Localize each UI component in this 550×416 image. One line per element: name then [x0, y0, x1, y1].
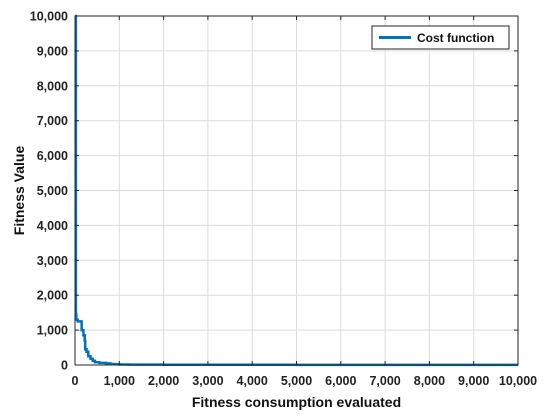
y-tick-labels: 0 1,000 2,000 3,000 4,000 5,000 6,000 7,000 8,00…: [30, 10, 68, 373]
y-tick-label: 10,000: [30, 10, 68, 24]
grid: [75, 16, 518, 365]
ticks: [74, 15, 519, 366]
x-tick-label: 2,000: [148, 374, 179, 388]
x-axis-title: Fitness consumption evaluated: [192, 394, 401, 410]
legend: Cost function: [371, 25, 510, 50]
y-tick-label: 4,000: [37, 219, 68, 233]
x-tick-label: 3,000: [192, 374, 223, 388]
x-tick-labels: 0 1,000 2,000 3,000 4,000 5,000 6,000 7,000 8,00…: [72, 374, 538, 388]
x-tick-label: 6,000: [325, 374, 356, 388]
legend-label: Cost function: [417, 31, 494, 45]
y-tick-label: 6,000: [37, 149, 68, 163]
x-tick-label: 4,000: [237, 374, 268, 388]
y-tick-label: 0: [61, 359, 68, 373]
y-tick-label: 8,000: [37, 79, 68, 93]
y-tick-label: 9,000: [37, 44, 68, 58]
x-tick-label: 8,000: [414, 374, 445, 388]
x-tick-label: 5,000: [281, 374, 312, 388]
y-tick-label: 2,000: [37, 289, 68, 303]
y-tick-label: 5,000: [37, 184, 68, 198]
x-tick-label: 0: [72, 374, 79, 388]
y-tick-label: 7,000: [37, 114, 68, 128]
y-tick-label: 1,000: [37, 324, 68, 338]
y-tick-label: 3,000: [37, 254, 68, 268]
legend-box: [371, 25, 510, 50]
x-tick-label: 9,000: [458, 374, 489, 388]
x-tick-label: 7,000: [369, 374, 400, 388]
x-tick-label: 10,000: [499, 374, 537, 388]
y-axis-title: Fitness Value: [11, 146, 27, 236]
x-tick-label: 1,000: [104, 374, 135, 388]
